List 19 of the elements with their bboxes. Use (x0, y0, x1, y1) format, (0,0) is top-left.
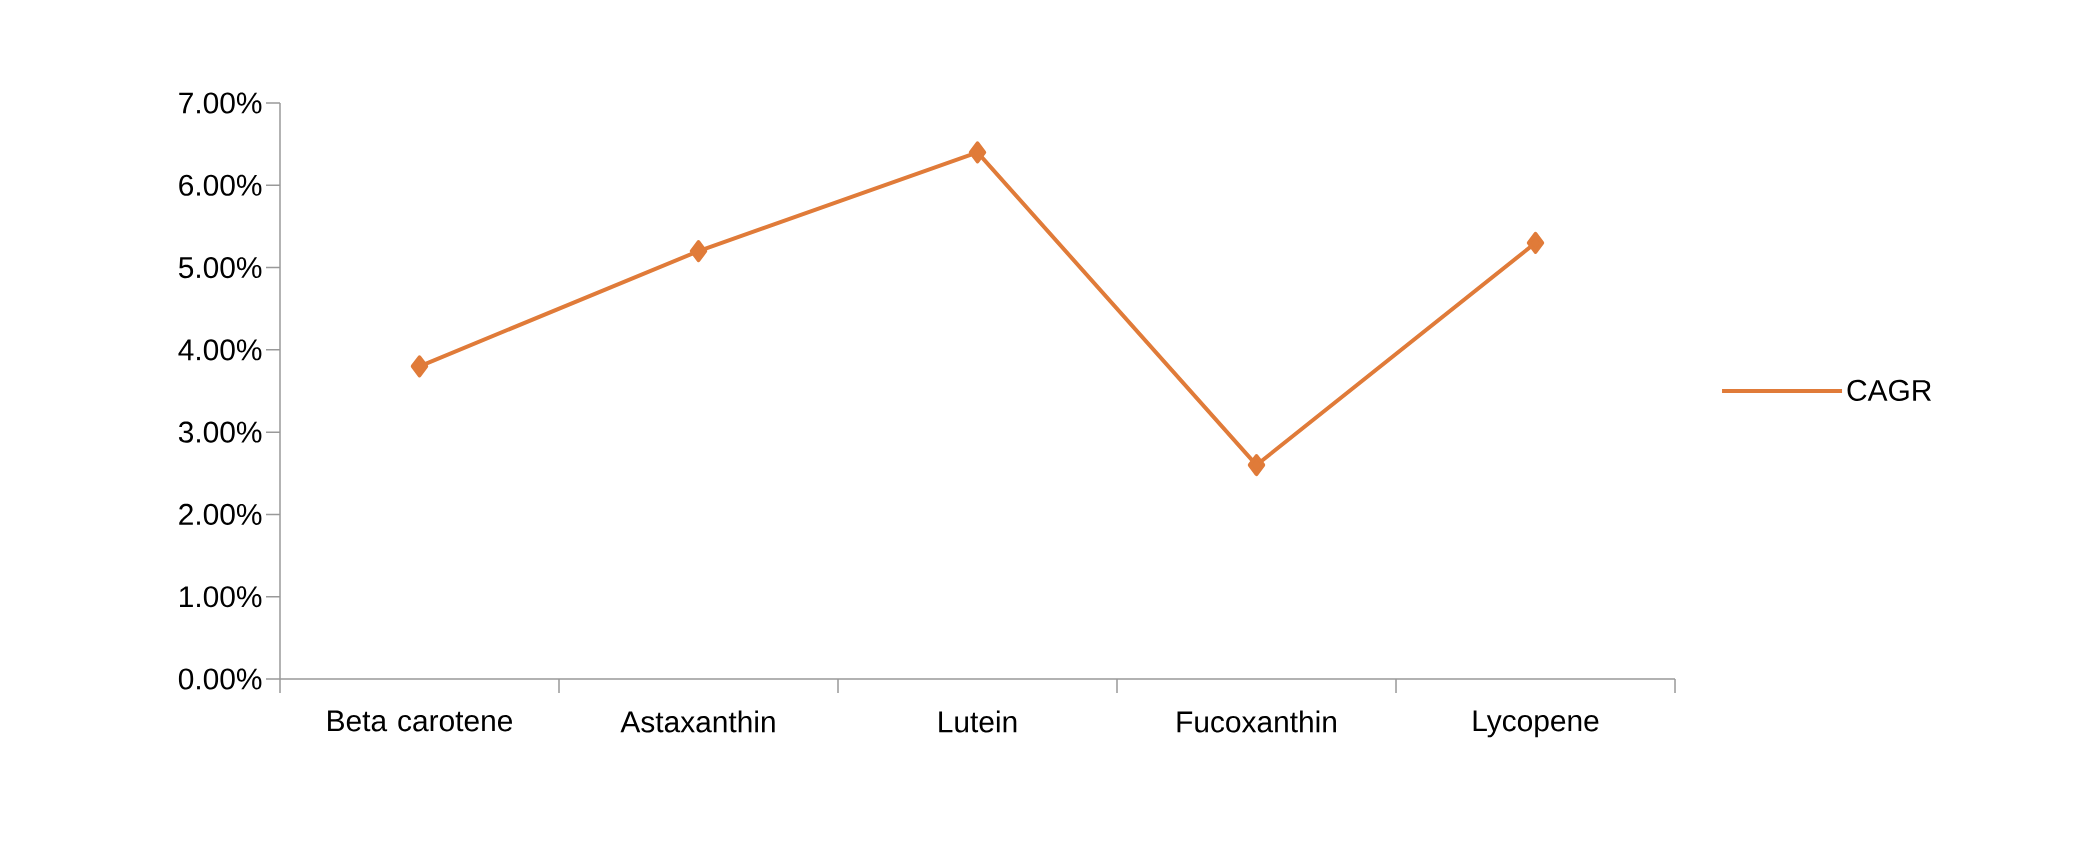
y-tick-label: 1.00% (180, 586, 262, 608)
legend-label: CAGR (1847, 379, 1931, 401)
y-tick-label: 4.00% (178, 339, 262, 361)
x-tick-label: Lutein (939, 710, 1017, 733)
x-tick-label: Astaxanthin (620, 710, 775, 733)
y-tick-label: 2.00% (179, 503, 262, 526)
y-tick-label: 0.00% (178, 668, 262, 690)
x-tick-label: Lycopene (1473, 710, 1599, 738)
y-tick-label: 6.00% (179, 174, 262, 196)
point (1247, 454, 1266, 477)
y-tick-label: 7.00% (179, 92, 262, 114)
x-tick-label: Fucoxanthin (1177, 710, 1336, 733)
y-tick-label: 5.00% (178, 256, 262, 279)
point (968, 141, 987, 164)
y-tick-label: 3.00% (178, 421, 262, 443)
point (1526, 231, 1545, 254)
x-tick-label: Beta carotene (328, 710, 513, 732)
point (689, 240, 708, 263)
point (410, 355, 429, 378)
